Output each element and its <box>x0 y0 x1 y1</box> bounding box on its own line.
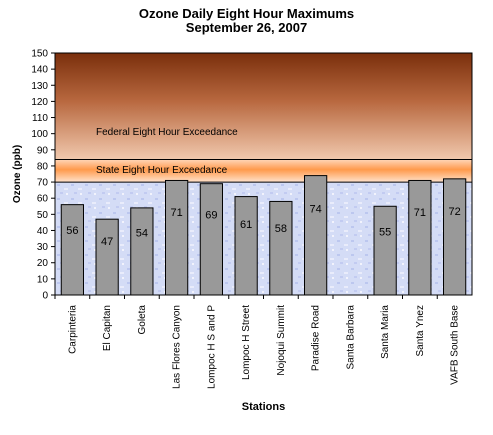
x-category-label: VAFB South Base <box>450 305 461 385</box>
bar-value-label: 69 <box>205 210 217 222</box>
x-axis-title: Stations <box>242 401 285 413</box>
bar-value-label: 72 <box>449 206 461 218</box>
x-category-label: Santa Ynez <box>415 305 426 357</box>
x-category-label: Goleta <box>137 305 148 335</box>
y-tick-label: 10 <box>37 274 49 285</box>
bar-value-label: 74 <box>310 204 322 216</box>
federal-exceedance-band <box>55 53 472 160</box>
bar <box>95 218 119 296</box>
x-category-label: El Capitan <box>102 305 113 351</box>
y-tick-label: 0 <box>42 291 48 302</box>
state-exceedance-band <box>55 159 472 183</box>
y-tick-label: 70 <box>37 178 49 189</box>
y-tick-label: 120 <box>31 97 48 108</box>
x-category-label: Lompoc H Street <box>241 305 252 380</box>
y-axis-title: Ozone (ppb) <box>12 145 23 203</box>
bar <box>60 204 84 296</box>
bar-value-label: 61 <box>240 219 252 231</box>
bar <box>130 207 154 296</box>
bar <box>304 175 328 296</box>
bar <box>234 196 258 296</box>
chart-subtitle: September 26, 2007 <box>185 20 308 35</box>
bar-value-label: 56 <box>66 225 78 237</box>
x-category-label: Carpinteria <box>67 305 78 354</box>
y-tick-label: 130 <box>31 81 48 92</box>
bar <box>165 179 189 296</box>
bar-value-label: 55 <box>379 226 391 238</box>
bar-value-label: 47 <box>101 236 113 248</box>
bar-value-label: 54 <box>136 228 148 240</box>
bar <box>373 205 397 296</box>
y-tick-label: 50 <box>37 210 49 221</box>
y-tick-label: 150 <box>31 49 48 60</box>
y-tick-label: 100 <box>31 129 48 140</box>
x-category-label: Paradise Road <box>311 305 322 371</box>
x-category-label: Nojoqui Summit <box>276 305 287 376</box>
federal-exceedance-label: Federal Eight Hour Exceedance <box>96 127 238 138</box>
y-tick-label: 80 <box>37 161 49 172</box>
bar-value-label: 58 <box>275 223 287 235</box>
background-below-threshold <box>55 182 472 295</box>
x-category-label: Las Flores Canyon <box>172 305 183 389</box>
bar-value-label: 71 <box>171 207 183 219</box>
y-tick-label: 60 <box>37 194 49 205</box>
x-category-label: Lompoc H S and P <box>206 305 217 389</box>
y-tick-label: 30 <box>37 242 49 253</box>
bar <box>408 179 432 296</box>
y-tick-label: 40 <box>37 226 49 237</box>
y-tick-label: 90 <box>37 145 49 156</box>
bar <box>269 200 293 296</box>
x-category-label: Santa Maria <box>380 305 391 359</box>
bar <box>199 183 223 296</box>
y-tick-label: 20 <box>37 258 49 269</box>
state-exceedance-label: State Eight Hour Exceedance <box>96 165 228 176</box>
chart-title: Ozone Daily Eight Hour Maximums <box>138 6 355 21</box>
y-tick-label: 110 <box>32 113 48 124</box>
y-tick-label: 140 <box>31 65 48 76</box>
bar-value-label: 71 <box>414 207 426 219</box>
x-category-label: Santa Barbara <box>345 305 356 370</box>
bar <box>443 178 467 296</box>
